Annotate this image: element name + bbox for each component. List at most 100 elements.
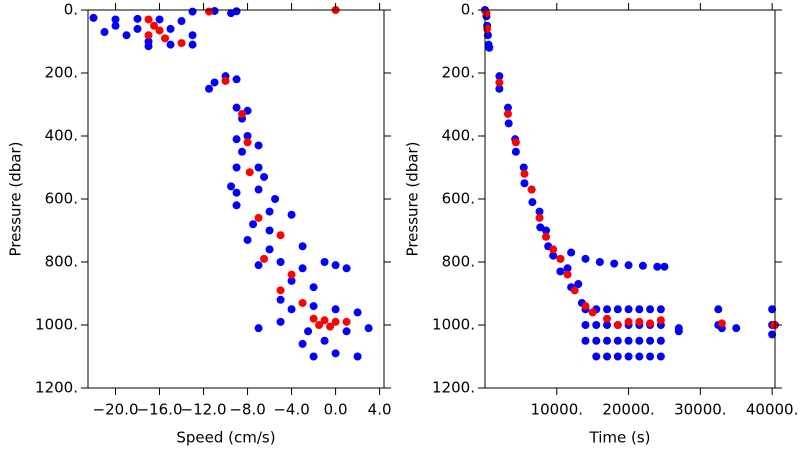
point (535, 213, 544, 222)
point (205, 7, 214, 16)
point (100, 28, 109, 37)
point (520, 179, 529, 188)
point (624, 352, 633, 361)
point (768, 305, 777, 314)
point (674, 327, 683, 336)
point (331, 349, 340, 358)
point (342, 264, 351, 273)
point (144, 31, 153, 40)
y-axis-label: Pressure (dbar) (7, 142, 25, 257)
y-tick-label: 200. (45, 64, 78, 82)
point (331, 317, 340, 326)
x-axis-label: Speed (cm/s) (176, 429, 275, 447)
point (603, 321, 612, 329)
point (232, 135, 241, 144)
x-tick-label: −16.0 (137, 401, 183, 419)
point (581, 321, 590, 329)
point (511, 138, 520, 147)
point (188, 31, 197, 40)
y-tick-label: 1000. (432, 316, 475, 334)
point (567, 248, 576, 257)
point (111, 15, 120, 24)
point (276, 231, 285, 240)
point (309, 352, 318, 361)
point (613, 321, 622, 329)
point (304, 327, 313, 336)
point (768, 330, 777, 339)
point (342, 317, 351, 326)
point (353, 308, 362, 317)
point (511, 147, 520, 156)
point (646, 352, 655, 361)
point (656, 305, 665, 314)
point (581, 336, 590, 345)
point (243, 132, 252, 140)
point (581, 302, 590, 311)
point (613, 305, 622, 314)
point (570, 286, 579, 295)
y-tick-label: 1000. (35, 316, 78, 334)
point (331, 261, 340, 270)
point (287, 276, 296, 285)
point (592, 321, 601, 329)
point (249, 220, 258, 229)
point (309, 283, 318, 292)
point (287, 305, 296, 314)
point (581, 254, 590, 263)
point (770, 321, 779, 329)
point (485, 43, 494, 52)
point (574, 280, 583, 289)
point (254, 261, 263, 270)
x-tick-label: −12.0 (181, 401, 227, 419)
point (271, 195, 280, 203)
x-tick-label: −8.0 (229, 401, 265, 419)
y-tick-label: 800. (45, 253, 78, 271)
point (495, 78, 504, 87)
point (320, 336, 329, 345)
point (232, 188, 241, 197)
y-tick-label: 0. (461, 1, 475, 19)
point (483, 31, 492, 40)
x-tick-label: −20.0 (93, 401, 139, 419)
point (613, 336, 622, 345)
point (276, 286, 285, 295)
point (232, 75, 241, 84)
point (238, 147, 247, 156)
point (166, 24, 175, 33)
point (364, 324, 373, 333)
point (638, 261, 647, 270)
plot-frame (87, 9, 385, 389)
point (732, 324, 741, 333)
point (320, 258, 329, 266)
point (635, 336, 644, 345)
point (646, 336, 655, 345)
point (646, 319, 655, 328)
point (603, 314, 612, 323)
point (610, 259, 619, 268)
point (503, 109, 512, 118)
x-tick-label: 40000. (746, 401, 799, 419)
point (646, 305, 655, 314)
point (155, 26, 164, 35)
point (331, 305, 340, 314)
point (227, 182, 236, 191)
point (624, 336, 633, 345)
point (276, 317, 285, 326)
point (298, 298, 307, 307)
point (549, 251, 558, 260)
point (287, 210, 296, 219)
point (309, 302, 318, 311)
point (519, 163, 528, 172)
point (205, 84, 214, 93)
point (133, 24, 142, 33)
point (613, 352, 622, 361)
point (353, 352, 362, 361)
point (245, 168, 254, 177)
point (624, 317, 633, 326)
point (232, 163, 241, 172)
point (265, 245, 274, 254)
x-tick-label: 0.0 (324, 401, 348, 419)
point (495, 72, 504, 81)
point (111, 21, 120, 30)
